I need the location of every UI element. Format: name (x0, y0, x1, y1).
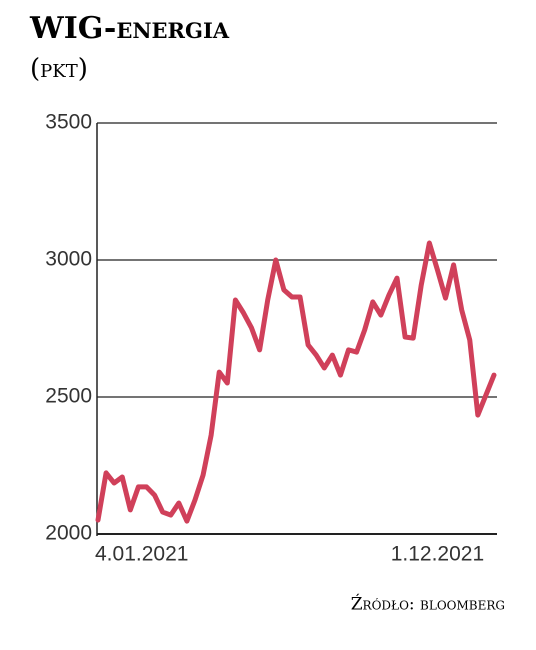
x-tick-label: 4.01.2021 (95, 543, 188, 566)
chart-subtitle: (pkt) (30, 54, 88, 84)
chart-title: WIG-energia (29, 11, 230, 46)
x-tick-label: 1.12.2021 (391, 543, 484, 566)
y-tick-label: 3000 (45, 248, 92, 271)
source: Źródło: bloomberg (351, 594, 505, 615)
y-tick-label: 3500 (45, 111, 92, 134)
y-tick-label: 2000 (45, 522, 92, 545)
y-tick-label: 2500 (45, 385, 92, 408)
data-line (95, 240, 497, 524)
